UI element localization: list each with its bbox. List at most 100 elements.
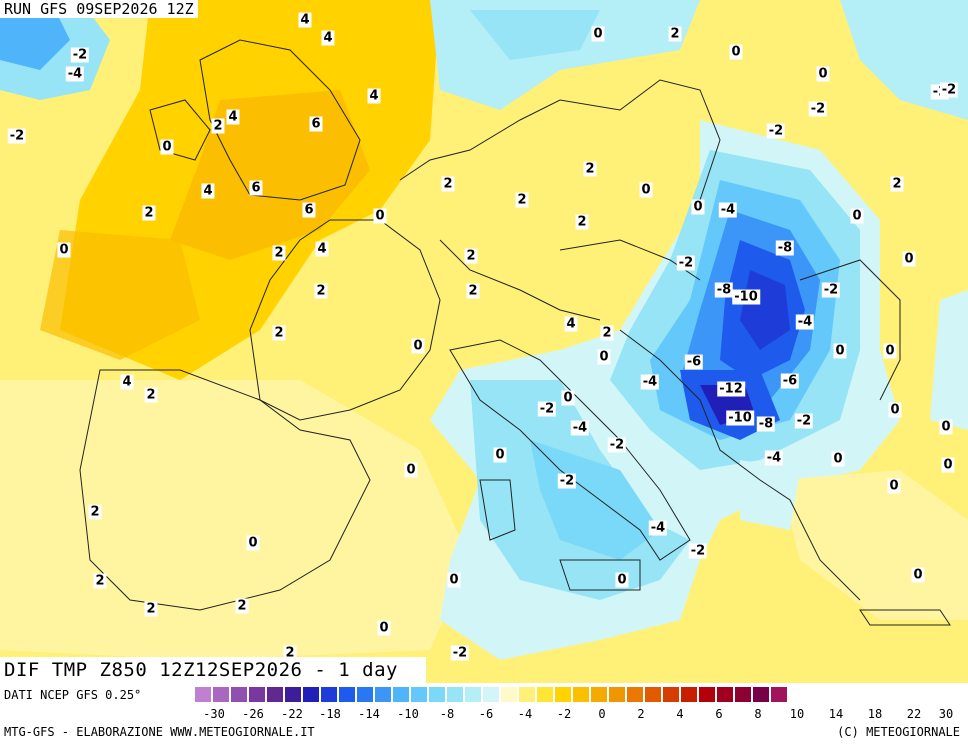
- scale-tick-label: 22: [906, 707, 922, 721]
- map-value-label: -2: [557, 473, 577, 489]
- map-value-label: -4: [65, 66, 85, 82]
- map-value-label: -4: [640, 374, 660, 390]
- scale-tick-label: -8: [439, 707, 455, 721]
- color-swatch: [320, 686, 338, 703]
- color-swatch: [770, 686, 788, 703]
- map-value-label: -2: [794, 413, 814, 429]
- color-swatch: [608, 686, 626, 703]
- map-value-label: 2: [93, 573, 107, 589]
- color-swatch: [626, 686, 644, 703]
- scale-tick-label: 8: [754, 707, 762, 721]
- credit-right: (C) METEOGIORNALE: [837, 725, 960, 739]
- map-value-label: 0: [597, 349, 611, 365]
- map-value-label: 2: [464, 248, 478, 264]
- map-value-label: -2: [537, 401, 557, 417]
- scale-tick-label: 6: [715, 707, 723, 721]
- map-value-label: 0: [883, 343, 897, 359]
- map-value-label: 0: [831, 451, 845, 467]
- map-value-label: 0: [639, 182, 653, 198]
- color-swatch: [428, 686, 446, 703]
- map-value-label: 0: [246, 535, 260, 551]
- map-value-label: 2: [890, 176, 904, 192]
- map-value-label: 4: [321, 30, 335, 46]
- color-swatch: [482, 686, 500, 703]
- scale-tick-label: -10: [397, 707, 419, 721]
- map-value-label: 6: [302, 202, 316, 218]
- map-value-label: 0: [160, 139, 174, 155]
- map-value-label: 0: [493, 447, 507, 463]
- map-value-label: -10: [732, 289, 760, 305]
- map-value-label: 2: [668, 26, 682, 42]
- color-swatch: [230, 686, 248, 703]
- map-value-label: 2: [600, 325, 614, 341]
- map-value-label: 2: [272, 245, 286, 261]
- map-value-label: 2: [211, 118, 225, 134]
- map-value-label: 0: [411, 338, 425, 354]
- map-value-label: 0: [691, 199, 705, 215]
- run-label: RUN GFS 09SEP2026 12Z: [0, 0, 198, 18]
- map-value-label: 2: [144, 601, 158, 617]
- map-value-label: 4: [201, 183, 215, 199]
- map-value-label: -2: [70, 47, 90, 63]
- scale-tick-label: 10: [789, 707, 805, 721]
- map-value-label: -8: [714, 282, 734, 298]
- color-swatch: [410, 686, 428, 703]
- map-value-label: 0: [850, 208, 864, 224]
- scale-tick-label: 14: [828, 707, 844, 721]
- scale-tick-label: 2: [637, 707, 645, 721]
- color-swatch: [590, 686, 608, 703]
- color-swatch: [284, 686, 302, 703]
- map-value-label: 0: [561, 390, 575, 406]
- color-swatch: [338, 686, 356, 703]
- map-value-label: -8: [756, 416, 776, 432]
- color-swatch: [266, 686, 284, 703]
- map-value-label: 0: [888, 402, 902, 418]
- map-value-label: 2: [575, 214, 589, 230]
- color-swatch: [752, 686, 770, 703]
- data-source: DATI NCEP GFS 0.25°: [4, 688, 142, 702]
- map-value-label: 4: [120, 374, 134, 390]
- map-value-label: 0: [591, 26, 605, 42]
- map-title: DIF TMP Z850 12Z12SEP2026 - 1 day: [0, 657, 426, 683]
- color-swatch: [356, 686, 374, 703]
- color-swatch: [392, 686, 410, 703]
- map-value-label: 0: [902, 251, 916, 267]
- color-swatch: [644, 686, 662, 703]
- color-swatch: [446, 686, 464, 703]
- scale-tick-label: -18: [319, 707, 341, 721]
- map-value-label: 2: [144, 387, 158, 403]
- map-value-label: 4: [315, 241, 329, 257]
- map-value-label: 2: [88, 504, 102, 520]
- color-swatch: [248, 686, 266, 703]
- scale-tick-label: -2: [556, 707, 572, 721]
- map-value-label: 4: [367, 88, 381, 104]
- map-value-label: -10: [726, 410, 754, 426]
- map-value-label: 2: [583, 161, 597, 177]
- map-value-label: 4: [226, 109, 240, 125]
- scale-tick-label: -14: [358, 707, 380, 721]
- scale-tick-label: -30: [203, 707, 225, 721]
- map-value-label: 0: [57, 242, 71, 258]
- map-value-label: 2: [441, 176, 455, 192]
- map-value-label: -2: [450, 645, 470, 661]
- map-value-label: 2: [466, 283, 480, 299]
- color-swatch: [662, 686, 680, 703]
- map-value-label: 0: [941, 457, 955, 473]
- map-value-label: 0: [887, 478, 901, 494]
- map-value-label: -6: [684, 354, 704, 370]
- map-value-label: 6: [249, 180, 263, 196]
- scale-tick-label: -22: [281, 707, 303, 721]
- map-value-label: -4: [795, 314, 815, 330]
- map-value-label: 0: [939, 419, 953, 435]
- color-swatch: [194, 686, 212, 703]
- map-value-label: 0: [373, 208, 387, 224]
- legend-panel: DATI NCEP GFS 0.25° -30 -2 6 -22 -18 -14 -10 -8…: [0, 683, 968, 745]
- map-value-label: 2: [142, 205, 156, 221]
- color-swatch: [500, 686, 518, 703]
- map-value-label: -12: [717, 381, 745, 397]
- map-value-label: 4: [298, 12, 312, 28]
- map-value-label: 0: [377, 620, 391, 636]
- color-swatch: [212, 686, 230, 703]
- scale-ticks: -30 -26 -22 -18 -14 -10 -8 -6 -4 -2 0 2 4 6 8 10 14 18 22 3…: [0, 707, 968, 723]
- map-value-label: 2: [314, 283, 328, 299]
